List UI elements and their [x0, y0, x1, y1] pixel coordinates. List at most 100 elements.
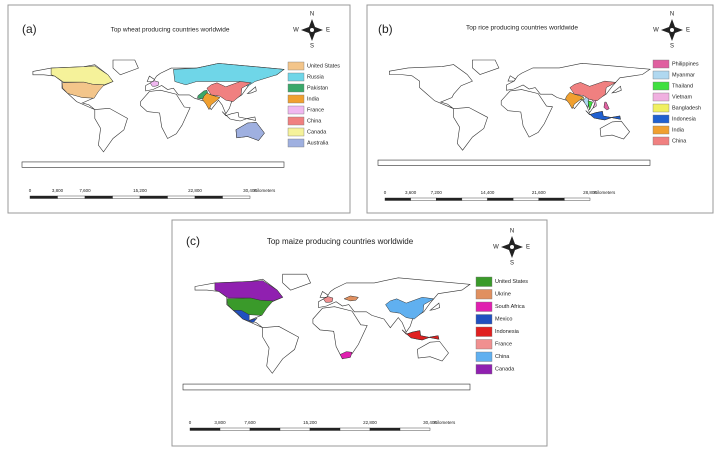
- legend-label: Thailand: [672, 83, 693, 89]
- compass-e: E: [526, 245, 530, 251]
- scale-bar-label: 14,400: [481, 190, 495, 195]
- scale-bar-label: 7,600: [244, 420, 256, 425]
- landmass: [377, 159, 651, 166]
- landmass: [500, 89, 553, 138]
- highlighted-country: [339, 351, 353, 360]
- scale-bar-segment: [538, 197, 565, 201]
- legend-swatch: [475, 326, 493, 337]
- highlighted-country: [587, 100, 593, 111]
- scale-bar-segment: [279, 427, 311, 431]
- legend-label: France: [495, 342, 512, 348]
- legend-label: China: [307, 118, 322, 124]
- scale-bar-segment: [84, 195, 113, 199]
- scale-bar-label: 3,600: [405, 190, 417, 195]
- scale-bar-segment: [564, 197, 591, 201]
- legend-label: Indonesia: [495, 329, 520, 335]
- legend-label: Pakistan: [307, 85, 328, 91]
- legend-label: Australia: [307, 140, 329, 146]
- scale-bar-label: 28,800: [583, 190, 597, 195]
- legend-swatch: [475, 314, 493, 325]
- scale-bar-segment: [112, 195, 141, 199]
- highlighted-country: [197, 89, 208, 100]
- highlighted-country: [322, 296, 334, 303]
- landmass: [182, 383, 471, 391]
- landmass: [453, 107, 488, 151]
- landmass: [140, 89, 191, 139]
- landmass: [611, 85, 622, 94]
- compass-s: S: [310, 44, 314, 50]
- compass-n: N: [670, 12, 674, 18]
- highlighted-country: [385, 297, 435, 320]
- legend-swatch: [475, 276, 493, 287]
- legend-swatch: [652, 70, 670, 80]
- compass-s: S: [670, 44, 674, 50]
- legend-swatch: [475, 364, 493, 375]
- scale-bar-label: 3,800: [214, 420, 226, 425]
- legend-label: Canada: [307, 129, 327, 135]
- legend-label: Philippines: [672, 61, 699, 67]
- legend-label: China: [672, 138, 687, 144]
- legend-swatch: [652, 114, 670, 124]
- scale-bar-segment: [249, 427, 281, 431]
- scale-bar-segment: [384, 197, 411, 201]
- legend-swatch: [652, 125, 670, 135]
- legend-swatch: [287, 94, 305, 104]
- highlighted-country: [214, 280, 284, 302]
- landmass: [221, 111, 256, 122]
- legend-swatch: [287, 105, 305, 115]
- panel-label: (b): [378, 22, 393, 36]
- legend-swatch: [652, 92, 670, 102]
- landmass: [282, 273, 312, 291]
- scale-bar-segment: [309, 427, 341, 431]
- legend-label: Indonesia: [672, 116, 697, 122]
- scale-bar-segment: [410, 197, 437, 201]
- highlighted-country: [173, 63, 285, 87]
- legend-label: Bangladesh: [672, 105, 701, 111]
- scale-bar-label: 22,800: [188, 188, 202, 193]
- scale-bar-label: Kilometers: [434, 420, 456, 425]
- legend-label: France: [307, 107, 324, 113]
- highlighted-country: [402, 329, 440, 341]
- landmass: [417, 341, 449, 362]
- landmass: [146, 75, 155, 82]
- legend-swatch: [287, 61, 305, 71]
- highlighted-country: [603, 101, 610, 111]
- highlighted-country: [235, 122, 265, 141]
- scale-bar-segment: [461, 197, 488, 201]
- legend-swatch: [287, 127, 305, 137]
- scale-bar-segment: [512, 197, 539, 201]
- scale-bar-segment: [436, 197, 463, 201]
- panel-label: (a): [22, 22, 37, 36]
- scale-bar-label: 0: [29, 188, 32, 193]
- compass-n: N: [310, 12, 314, 18]
- compass-n: N: [510, 229, 514, 235]
- legend-swatch: [287, 83, 305, 93]
- landmass: [312, 306, 368, 360]
- legend-swatch: [475, 289, 493, 300]
- scale-bar-label: 30,400: [243, 188, 257, 193]
- scale-bar-segment: [399, 427, 431, 431]
- landmass: [94, 107, 128, 153]
- highlighted-country: [232, 310, 258, 323]
- legend-swatch: [475, 301, 493, 312]
- legend-swatch: [287, 72, 305, 82]
- scale-bar-label: 22,800: [363, 420, 377, 425]
- landmass: [599, 120, 630, 140]
- panel-label: (c): [186, 234, 200, 248]
- highlighted-country: [585, 110, 621, 121]
- legend-swatch: [652, 59, 670, 69]
- landmass: [319, 291, 329, 298]
- scale-bar-label: 7,200: [431, 190, 443, 195]
- compass-e: E: [686, 28, 690, 34]
- scale-bar-segment: [222, 195, 251, 199]
- scale-bar-segment: [369, 427, 401, 431]
- landmass: [112, 59, 139, 76]
- scale-bar-label: 0: [189, 420, 192, 425]
- landmass: [21, 161, 285, 168]
- legend-label: India: [307, 96, 320, 102]
- scale-bar-label: Kilometers: [594, 190, 616, 195]
- scale-bar-segment: [194, 195, 223, 199]
- map-panel: (b) Top rice producing countries worldwid…: [366, 4, 714, 214]
- legend-label: Vietnam: [672, 94, 692, 100]
